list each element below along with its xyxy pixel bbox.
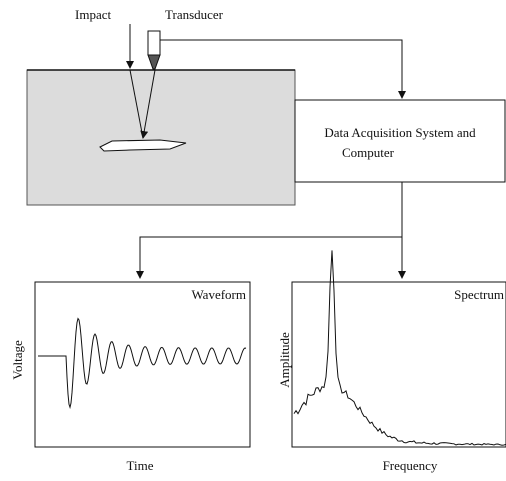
spectrum-title: Spectrum — [454, 287, 504, 302]
transducer — [147, 30, 161, 56]
system-label: Data Acquisition System and — [324, 125, 476, 140]
impact-label: Impact — [75, 7, 111, 22]
system-label: Computer — [342, 145, 395, 160]
spectrum-curve — [293, 250, 506, 446]
x-axis-label: Frequency — [383, 458, 438, 473]
y-axis-label: Amplitude — [277, 332, 292, 388]
signal-line — [160, 39, 406, 99]
transducer-label: Transducer — [165, 7, 224, 22]
transducer-tip — [147, 54, 161, 70]
waveform-curve — [38, 317, 247, 410]
waveform-panel — [34, 281, 251, 448]
y-axis-label: Voltage — [10, 340, 25, 380]
ray — [140, 69, 156, 139]
flaw — [99, 139, 187, 152]
specimen — [26, 69, 296, 206]
connector — [136, 236, 402, 279]
spectrum-panel — [291, 281, 506, 448]
ray — [129, 69, 144, 139]
waveform-title: Waveform — [191, 287, 246, 302]
x-axis-label: Time — [127, 458, 154, 473]
system-box — [294, 99, 506, 183]
